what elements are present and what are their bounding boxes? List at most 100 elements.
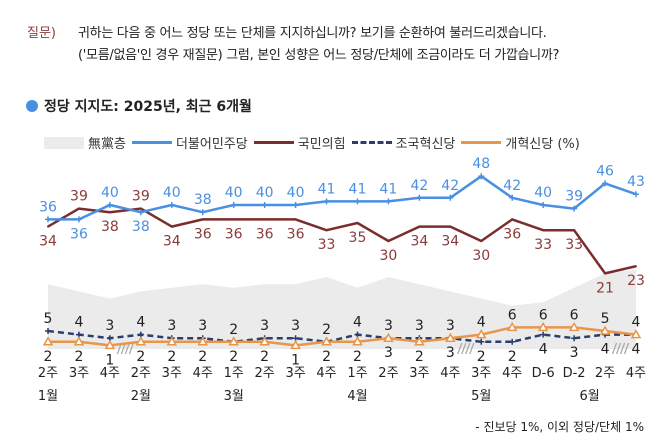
ppp-value-label: 36 [503, 226, 521, 242]
ppp-value-label: 39 [132, 189, 150, 205]
democratic-party-value-label: 41 [349, 181, 367, 197]
reform-party-value-label: 6 [570, 307, 579, 323]
question-line-2: ('모름/없음'인 경우 재질문) 그럼, 본인 성향은 어느 정당/단체에 조… [78, 48, 560, 63]
x-tick-label: 4주 [193, 366, 213, 381]
ppp-point [387, 240, 390, 242]
democratic-party-value-label: 40 [101, 185, 119, 201]
x-tick-label: 4주 [316, 366, 336, 381]
democratic-party-value-label: 42 [441, 178, 459, 194]
ppp-point [294, 218, 297, 221]
axis-break-mark [615, 342, 622, 355]
question-line-1: 귀하는 다음 중 어느 정당 또는 단체를 지지하십니까? 보기를 순환하여 불… [78, 26, 547, 41]
reform-party-value-label: 2 [260, 349, 269, 365]
legend-label-democratic: 더불어민주당 [175, 137, 248, 152]
rebuilding-party-value-label: 3 [415, 318, 424, 334]
ppp-point [449, 225, 452, 228]
democratic-party-value-label: 40 [287, 185, 305, 201]
reform-party-value-label: 5 [601, 311, 610, 327]
democratic-party-point [354, 198, 361, 205]
democratic-party-value-label: 43 [627, 174, 645, 190]
legend: 無黨층 더불어민주당 국민의힘 조국혁신당 개혁신당 (%) [44, 133, 580, 152]
democratic-party-point [571, 205, 578, 212]
axis-break-mark [619, 342, 626, 355]
ppp-point [542, 229, 545, 232]
reform-party-value-label: 2 [353, 349, 362, 365]
reform-party-value-label: 4 [477, 315, 486, 331]
x-tick-label: 3주 [162, 366, 182, 381]
democratic-party-value-label: 48 [472, 156, 490, 172]
legend-swatch-rebuilding [351, 141, 392, 144]
ppp-value-label: 34 [163, 234, 181, 250]
reform-party-value-label: 3 [384, 318, 393, 334]
reform-party-value-label: 2 [74, 349, 83, 365]
democratic-party-value-label: 40 [534, 185, 552, 201]
rebuilding-party-value-label: 4 [601, 342, 610, 358]
rebuilding-party-line [47, 329, 636, 344]
rebuilding-party-value-label: 4 [632, 342, 641, 358]
legend-swatch-ppp [253, 141, 294, 144]
ppp-point [232, 218, 235, 221]
reform-party-point [104, 339, 116, 350]
democratic-party-point [509, 194, 516, 201]
reform-party-value-label: 1 [291, 352, 300, 368]
x-tick-label: 3주 [409, 366, 429, 381]
ppp-point [263, 218, 266, 221]
chart-title: 정당 지지도: 2025년, 최근 6개월 [44, 99, 252, 115]
reform-party-point [290, 339, 301, 350]
democratic-party-point [230, 202, 237, 208]
month-label: 3월 [224, 389, 244, 404]
legend-label-nonpartisan: 無黨층 [88, 137, 126, 152]
x-tick-label: 4주 [626, 366, 646, 381]
democratic-party-point [45, 216, 51, 223]
reform-party-point [537, 321, 549, 332]
democratic-party-value-label: 46 [596, 163, 614, 179]
reform-party-point [321, 336, 332, 346]
democratic-party-point [416, 194, 423, 201]
x-tick-label: D-2 [563, 366, 586, 381]
x-tick-label: 4주 [502, 366, 522, 381]
axis-break-mark [623, 342, 630, 355]
reform-party-point [352, 336, 363, 346]
x-tick-label: 2주 [131, 366, 151, 381]
rebuilding-party-value-label: 2 [322, 349, 331, 365]
reform-party-value-label: 4 [632, 315, 641, 331]
democratic-party-value-label: 36 [70, 226, 88, 242]
x-tick-label: 2주 [595, 366, 615, 381]
democratic-party-point [323, 198, 330, 205]
ppp-point [170, 225, 173, 228]
reform-party-value-label: 2 [136, 349, 145, 365]
x-tick-label: D-6 [532, 366, 555, 381]
chart-title-row: 정당 지지도: 2025년, 최근 6개월 [26, 96, 252, 116]
democratic-party-point [199, 209, 206, 216]
x-tick-label: 2주 [38, 366, 58, 381]
axis-break-mark [124, 342, 130, 355]
ppp-point [480, 240, 483, 242]
month-label: 5월 [471, 389, 491, 404]
democratic-party-point [106, 202, 113, 208]
democratic-party-value-label: 38 [194, 192, 212, 208]
ppp-value-label: 33 [534, 237, 552, 253]
x-tick-label: 1주 [347, 366, 367, 381]
ppp-value-label: 21 [596, 280, 614, 296]
rebuilding-party-value-label: 3 [570, 345, 579, 361]
rebuilding-party-point [540, 331, 547, 338]
month-label: 6월 [579, 389, 599, 404]
democratic-party-point [137, 209, 144, 216]
democratic-party-value-label: 42 [410, 178, 428, 194]
rebuilding-party-point [45, 328, 51, 334]
reform-party-value-label: 2 [44, 349, 53, 365]
democratic-party-value-label: 39 [565, 189, 583, 205]
democratic-party-point [447, 194, 454, 201]
reform-party-point [414, 336, 425, 346]
democratic-party-point [75, 216, 82, 223]
axis-break-mark [461, 342, 467, 355]
reform-party-point [197, 336, 209, 346]
question-label: 질문) [27, 26, 56, 41]
reform-party-value-label: 2 [167, 349, 176, 365]
democratic-party-point [633, 191, 639, 198]
legend-swatch-reform [461, 141, 502, 144]
ppp-point [139, 207, 142, 210]
reform-party-point [475, 329, 487, 339]
democratic-party-value-label: 36 [39, 199, 57, 215]
reform-party-value-label: 6 [539, 307, 548, 323]
